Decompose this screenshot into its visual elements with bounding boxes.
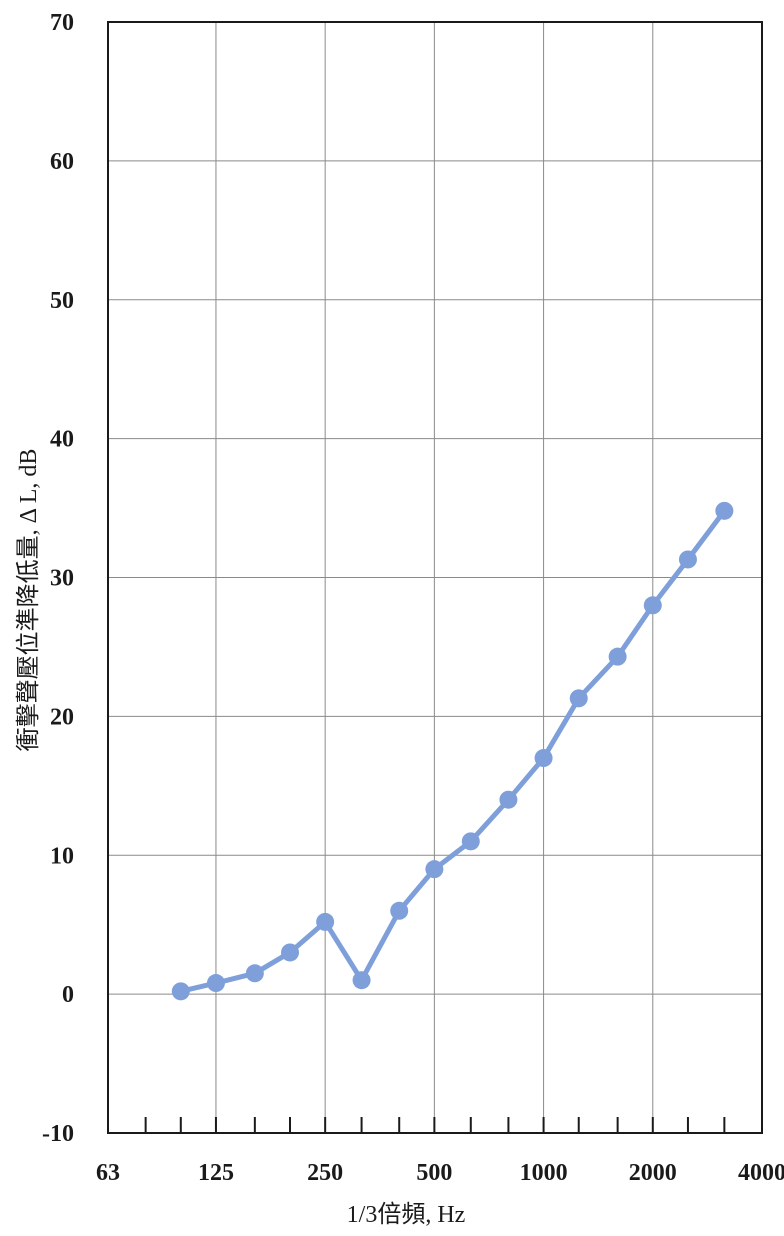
data-point [352, 971, 371, 990]
data-point [678, 550, 697, 569]
x-tick-labels: 63 125 250 500 1000 2000 4000 [96, 1160, 784, 1186]
y-axis-label: 衝擊聲壓位準降低量, Δ L, dB [15, 449, 42, 752]
data-point [534, 749, 553, 768]
data-point [461, 832, 480, 851]
y-tick-label: 40 [50, 427, 74, 453]
x-tick-label: 500 [416, 1160, 452, 1186]
y-tick-label: 10 [50, 843, 74, 869]
data-point [499, 790, 518, 809]
y-tick-label: 50 [50, 288, 74, 314]
y-tick-label: 70 [50, 10, 74, 36]
data-series [171, 501, 734, 1001]
data-point [245, 964, 264, 983]
y-tick-label: -10 [42, 1121, 74, 1147]
data-point [171, 982, 190, 1001]
data-point [281, 943, 300, 962]
x-tick-label: 125 [198, 1160, 234, 1186]
x-tick-label: 1000 [520, 1160, 568, 1186]
data-point [715, 501, 734, 520]
x-tick-label: 4000 [738, 1160, 784, 1186]
data-point [390, 901, 409, 920]
data-point [643, 596, 662, 615]
x-tick-label: 63 [96, 1160, 120, 1186]
x-minor-ticks [144, 1117, 726, 1133]
x-axis-label: 1/3倍頻, Hz [347, 1201, 466, 1228]
y-tick-label: 20 [50, 704, 74, 730]
y-tick-label: 60 [50, 149, 74, 175]
data-point [206, 974, 225, 993]
y-tick-label: 0 [62, 982, 74, 1008]
data-point [316, 912, 335, 931]
series-line [180, 509, 727, 994]
data-point [608, 647, 627, 666]
y-tick-label: 30 [50, 566, 74, 592]
grid [107, 21, 763, 1134]
x-tick-label: 2000 [629, 1160, 677, 1186]
y-tick-labels: -10 0 10 20 30 40 50 60 70 [42, 10, 74, 1147]
x-tick-label: 250 [307, 1160, 343, 1186]
data-point [569, 689, 588, 708]
data-point [425, 860, 444, 879]
plot-frame [107, 21, 763, 1134]
